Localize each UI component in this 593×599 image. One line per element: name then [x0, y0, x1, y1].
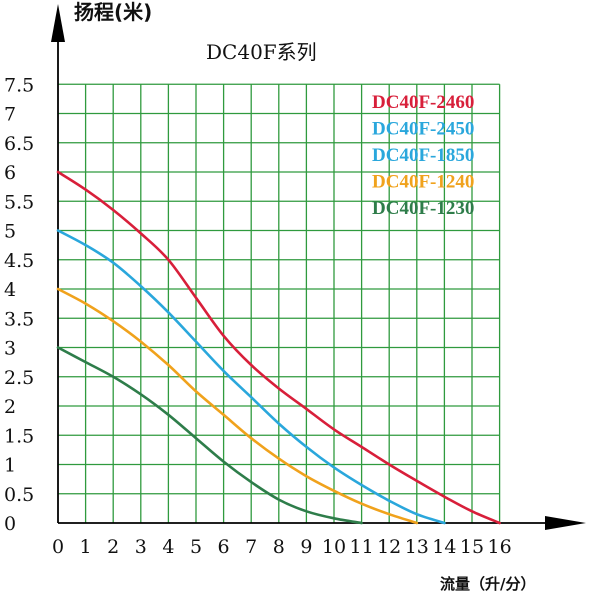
series-line-dc40f-2460 [56, 170, 501, 525]
legend-entry-dc40f-1230: DC40F-1230 [372, 198, 474, 219]
x-tick-label: 15 [460, 536, 484, 558]
legend-entry-dc40f-2460: DC40F-2460 [372, 92, 474, 113]
series-line-dc40f-1230 [56, 346, 363, 525]
x-tick-label: 2 [107, 536, 119, 558]
y-tick-label: 0 [4, 513, 16, 535]
y-tick-label: 5.5 [4, 191, 34, 213]
x-tick-label: 13 [405, 536, 429, 558]
y-tick-label: 7 [4, 104, 16, 126]
y-tick-label: 7.5 [4, 74, 34, 96]
axes [51, 4, 586, 530]
x-tick-label: 10 [322, 536, 346, 558]
x-tick-label: 12 [377, 536, 401, 558]
x-axis-arrow [545, 516, 586, 530]
legend-entry-dc40f-1240: DC40F-1240 [372, 172, 474, 193]
y-tick-label: 4 [4, 279, 16, 301]
x-tick-label: 14 [432, 536, 456, 558]
x-tick-label: 8 [273, 536, 285, 558]
tick-labels: 0 1 2 3 4 5 6 7 8 9 10 11 12 13 14 15 1600.511.522.533.5… [4, 74, 512, 558]
grid [58, 83, 501, 523]
y-tick-label: 2.5 [4, 367, 34, 389]
y-tick-label: 6.5 [4, 133, 34, 155]
x-tick-label: 11 [350, 536, 374, 558]
y-tick-label: 0.5 [4, 484, 34, 506]
x-axis-label: 流量（升/分） [440, 575, 535, 593]
y-tick-label: 2 [4, 396, 16, 418]
x-tick-label: 0 [52, 536, 64, 558]
x-tick-label: 7 [245, 536, 257, 558]
x-tick-label: 9 [300, 536, 312, 558]
y-tick-label: 5 [4, 221, 16, 243]
legend-entry-dc40f-1850: DC40F-1850 [372, 145, 474, 166]
curves [56, 170, 501, 525]
series-line-dc40f-2450 [56, 229, 446, 525]
y-tick-label: 1.5 [4, 425, 34, 447]
legend: DC40F-2460 DC40F-2450 DC40F-1850 DC40F-1240… [372, 92, 474, 219]
legend-entry-dc40f-2450: DC40F-2450 [372, 119, 474, 140]
x-tick-label: 1 [80, 536, 92, 558]
y-axis-label: 扬程(米) [74, 0, 152, 24]
series-line-dc40f-1240 [56, 287, 419, 525]
y-tick-label: 1 [4, 455, 16, 477]
y-axis-arrow [51, 4, 65, 42]
x-tick-label: 6 [218, 536, 230, 558]
y-tick-label: 4.5 [4, 250, 34, 272]
chart-title: DC40F系列 [206, 40, 317, 64]
x-tick-label: 5 [190, 536, 202, 558]
y-tick-label: 3.5 [4, 308, 34, 330]
x-tick-label: 4 [162, 536, 174, 558]
y-tick-label: 3 [4, 338, 16, 360]
y-tick-label: 6 [4, 162, 16, 184]
x-tick-label: 16 [488, 536, 512, 558]
x-tick-label: 3 [135, 536, 147, 558]
